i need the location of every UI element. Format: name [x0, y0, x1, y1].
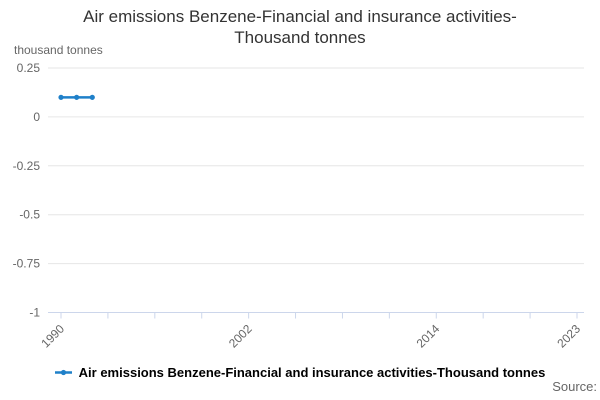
y-tick-label: 0.25 — [17, 61, 41, 75]
y-tick-label: -0.25 — [13, 159, 41, 173]
x-tick-label: 1990 — [38, 321, 67, 350]
y-tick-label: -0.75 — [13, 257, 41, 271]
x-tick-label: 2023 — [554, 321, 583, 350]
y-tick-label: -0.5 — [19, 208, 40, 222]
y-axis-unit-label: thousand tonnes — [14, 43, 103, 57]
x-tick-label: 2014 — [414, 321, 443, 350]
chart-title: Air emissions Benzene-Financial and insu… — [0, 6, 600, 48]
data-point-marker[interactable] — [58, 94, 64, 100]
y-tick-label: 0 — [33, 110, 40, 124]
data-point-marker[interactable] — [89, 94, 95, 100]
legend[interactable]: Air emissions Benzene-Financial and insu… — [0, 363, 600, 381]
chart-title-line2: Thousand tonnes — [234, 28, 366, 47]
legend-series-label: Air emissions Benzene-Financial and insu… — [78, 364, 546, 380]
x-tick-label: 2002 — [226, 321, 255, 350]
y-tick-label: -1 — [29, 306, 40, 320]
source-label: Source: — [552, 379, 597, 394]
data-point-marker[interactable] — [74, 94, 80, 100]
legend-series-marker-icon — [54, 369, 72, 375]
chart-title-line1: Air emissions Benzene-Financial and insu… — [83, 7, 517, 26]
